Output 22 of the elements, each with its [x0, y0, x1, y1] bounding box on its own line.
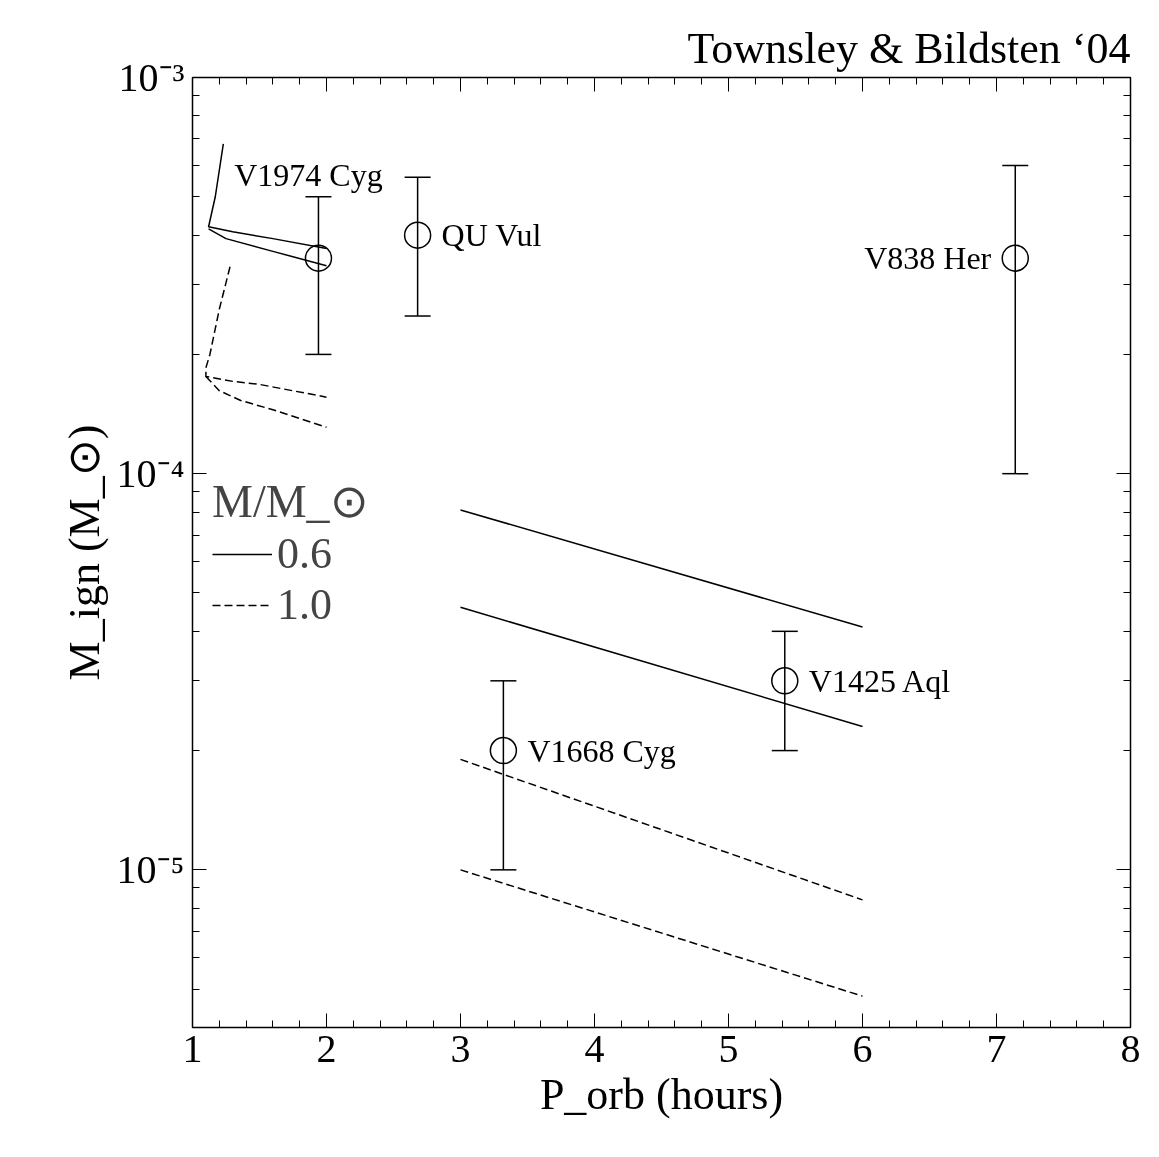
legend-title: M/M_⊙	[212, 475, 369, 528]
x-tick-label: 5	[718, 1025, 739, 1071]
annotation: V1974 Cyg	[234, 156, 383, 193]
x-tick-label: 1	[182, 1025, 203, 1071]
x-axis-title: P_orb (hours)	[539, 1069, 784, 1119]
x-tick-label: 8	[1120, 1025, 1141, 1071]
x-tick-label: 3	[450, 1025, 471, 1071]
annotation: V1668 Cyg	[527, 732, 676, 769]
legend-label: 0.6	[277, 528, 332, 579]
legend-label: 1.0	[277, 579, 332, 630]
annotation: QU Vul	[441, 217, 542, 254]
x-tick-label: 2	[316, 1025, 337, 1071]
annotation: V838 Her	[864, 240, 992, 277]
y-tick-label: 10⁻³	[118, 55, 185, 100]
x-tick-label: 4	[584, 1025, 605, 1071]
x-tick-label: 6	[852, 1025, 873, 1071]
x-tick-label: 7	[986, 1025, 1007, 1071]
y-tick-label: 10⁻⁴	[116, 451, 185, 497]
chart-title: Townsley & Bildsten ‘04	[687, 23, 1131, 73]
annotation: V1425 Aql	[808, 662, 951, 699]
y-axis-title: M_ign (M_⊙)	[59, 424, 109, 681]
y-tick-label: 10⁻⁵	[116, 847, 185, 893]
